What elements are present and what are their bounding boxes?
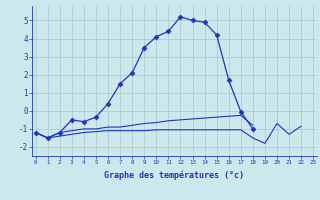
X-axis label: Graphe des températures (°c): Graphe des températures (°c)	[104, 171, 244, 180]
